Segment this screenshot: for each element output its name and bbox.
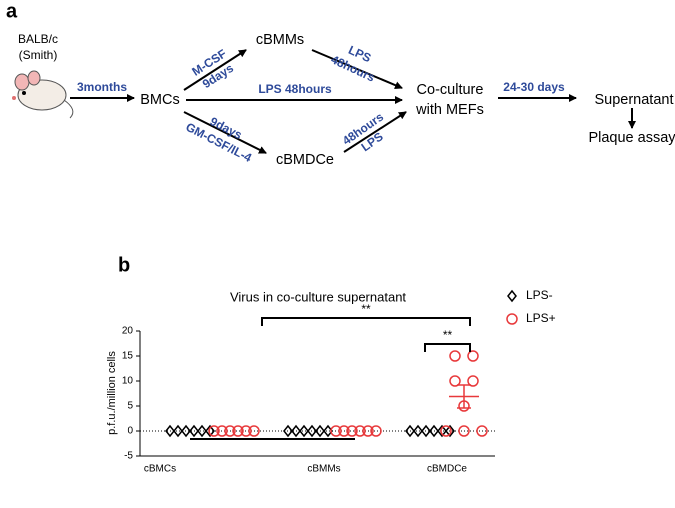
diamond-point — [413, 424, 423, 438]
source-label: (Smith) — [19, 48, 58, 62]
diamond-point — [205, 424, 215, 438]
circle-point — [476, 425, 488, 437]
node-label: Co-culture — [417, 82, 484, 98]
diamond-point — [165, 424, 175, 438]
y-tick-label: 5 — [127, 401, 133, 412]
y-axis-label: p.f.u./million cells — [106, 351, 118, 435]
diamond-point — [437, 424, 447, 438]
source-label: BALB/c — [18, 32, 58, 46]
x-tick-label: cBMCs — [144, 464, 176, 475]
panel-label: a — [6, 0, 18, 22]
circle-point — [248, 425, 260, 437]
y-tick-label: 15 — [122, 351, 134, 362]
diamond-point — [283, 424, 293, 438]
y-tick-label: 20 — [122, 326, 134, 337]
circle-point — [330, 425, 342, 437]
circle-point — [467, 375, 479, 387]
mouse-icon — [12, 70, 74, 119]
node-label: with MEFs — [415, 102, 484, 118]
y-tick-label: 0 — [127, 426, 133, 437]
diamond-point — [299, 424, 309, 438]
panel-label: b — [118, 254, 130, 276]
node-label: Plaque assay — [588, 130, 675, 146]
edge-label: 3months — [77, 80, 127, 94]
circle-point — [362, 425, 374, 437]
node-label: cBMDCe — [276, 152, 334, 168]
diamond-point — [197, 424, 207, 438]
node-label: Supernatant — [594, 92, 673, 108]
y-tick-label: 10 — [122, 376, 134, 387]
significance-label: ** — [361, 302, 371, 316]
circle-point — [467, 350, 479, 362]
diamond-point — [507, 289, 517, 303]
diamond-point — [291, 424, 301, 438]
circle-point — [440, 425, 452, 437]
arrow — [343, 111, 407, 153]
circle-point — [506, 313, 518, 325]
circle-point — [354, 425, 366, 437]
chart-title: Virus in co-culture supernatant — [230, 289, 406, 304]
node-label: BMCs — [140, 92, 179, 108]
diamond-point — [421, 424, 431, 438]
circle-point — [370, 425, 382, 437]
diamond-point — [315, 424, 325, 438]
circle-point — [458, 425, 470, 437]
diamond-point — [189, 424, 199, 438]
circle-point — [240, 425, 252, 437]
diamond-point — [429, 424, 439, 438]
significance-label: ** — [443, 328, 453, 342]
circle-point — [232, 425, 244, 437]
circle-point — [338, 425, 350, 437]
circle-point — [208, 425, 220, 437]
diamond-point — [173, 424, 183, 438]
x-tick-label: cBMDCe — [427, 464, 467, 475]
edge-label: LPS 48hours — [258, 82, 332, 96]
arrow — [311, 49, 403, 89]
significance-bracket — [261, 317, 471, 326]
diamond-point — [445, 424, 455, 438]
circle-point — [216, 425, 228, 437]
diamond-point — [181, 424, 191, 438]
panel-a: a BALB/c (Smith) 3months BMCs M-CSF 9day… — [6, 0, 675, 168]
circle-point — [449, 375, 461, 387]
arrow — [183, 49, 247, 91]
y-tick-label: -5 — [124, 451, 133, 462]
legend-label: LPS- — [526, 288, 553, 302]
arrow — [183, 111, 267, 154]
panel-b: b Virus in co-culture supernatant p.f.u.… — [106, 254, 556, 474]
significance-bracket — [424, 343, 471, 352]
diamond-point — [405, 424, 415, 438]
edge-label: 24-30 days — [503, 80, 565, 94]
x-tick-label: cBMMs — [307, 464, 340, 475]
diamond-point — [307, 424, 317, 438]
legend-label: LPS+ — [526, 311, 556, 325]
circle-point — [224, 425, 236, 437]
node-label: cBMMs — [256, 32, 304, 48]
circle-point — [449, 350, 461, 362]
circle-point — [346, 425, 358, 437]
